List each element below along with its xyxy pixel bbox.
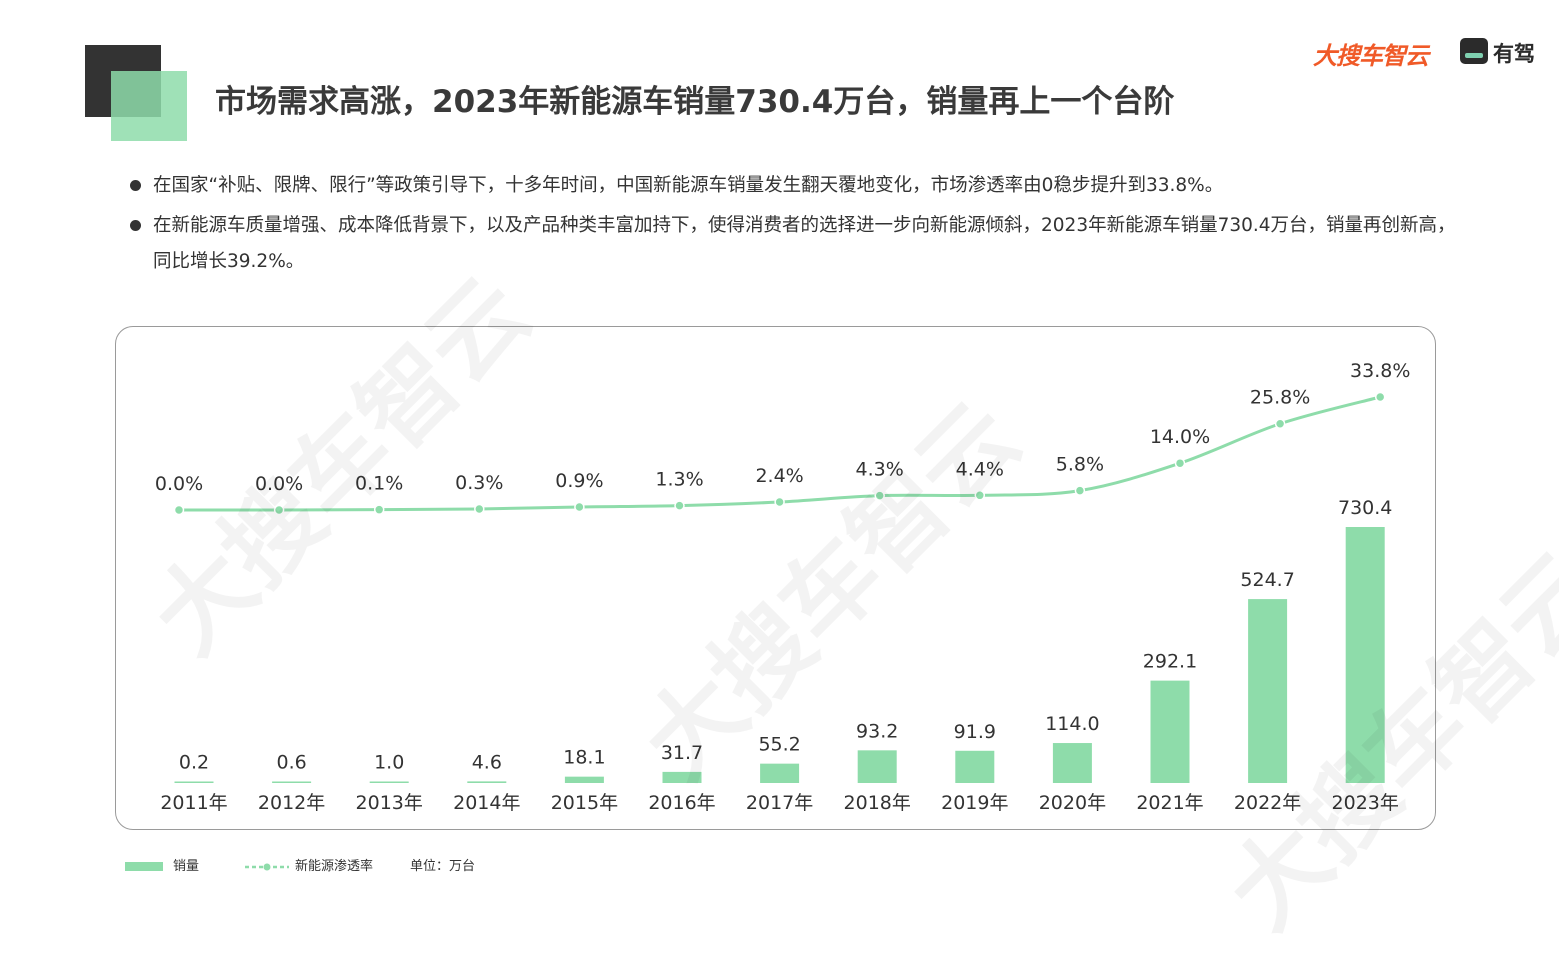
bar-label: 730.4 [1338,497,1392,519]
penetration-point [1074,485,1086,496]
bar-2018年 [857,750,897,783]
penetration-point [273,504,285,516]
x-tick-label: 2023年 [1332,792,1399,814]
title-decoration-green [111,71,187,141]
bullet-list: 在国家“补贴、限牌、限行”等政策引导下，十多年时间，中国新能源车销量发生翻天覆地… [130,168,1460,284]
legend-line-swatch [245,863,289,870]
penetration-label: 14.0% [1150,426,1210,448]
bar-label: 55.2 [758,734,800,756]
penetration-point [1274,418,1286,429]
penetration-point [974,490,986,501]
youjia-logo: 有驾 [1493,42,1535,66]
penetration-label: 0.9% [555,470,603,492]
penetration-label: 5.8% [1056,454,1104,476]
x-tick-label: 2022年 [1234,792,1301,814]
bar-2015年 [564,776,604,783]
penetration-label: 0.1% [355,473,403,495]
bar-label: 114.0 [1045,713,1099,735]
bar-label: 1.0 [374,752,404,774]
penetration-point [774,496,785,508]
penetration-label: 0.0% [255,473,303,495]
bar-2012年 [272,781,312,783]
x-tick-label: 2012年 [258,792,325,814]
page-title: 市场需求高涨，2023年新能源车销量730.4万台，销量再上一个台阶 [215,84,1175,120]
penetration-label: 4.4% [956,458,1004,480]
penetration-point [373,504,385,515]
penetration-point [574,501,585,513]
bar-2021年 [1150,680,1190,783]
legend-bar-swatch [125,862,163,871]
x-tick-label: 2015年 [551,792,618,814]
x-tick-label: 2018年 [844,792,911,814]
penetration-label: 0.3% [455,472,503,494]
bar-2011年 [174,781,214,783]
bar-label: 0.2 [179,752,209,774]
penetration-label: 0.0% [155,473,203,495]
bar-2017年 [760,763,800,783]
chart-frame [115,326,1436,830]
penetration-point [173,504,185,516]
penetration-label: 33.8% [1350,360,1410,382]
dasouche-logo: 大搜车智云 [1313,42,1429,70]
legend-bar-label: 销量 [173,859,200,874]
bar-2014年 [467,781,507,783]
legend-line: 新能源渗透率 [245,855,373,874]
bar-2020年 [1052,743,1092,783]
penetration-point [874,490,885,501]
penetration-point [474,503,485,515]
legend-line-label: 新能源渗透率 [295,859,374,874]
sales-penetration-chart: 0.2 0.6 1.0 4.6 18.1 31.7 55.2 93.2 91.9 114.0 292… [155,360,1411,814]
x-tick-label: 2016年 [648,792,715,814]
penetration-label: 1.3% [655,469,703,491]
penetration-point [674,500,685,511]
bar-label: 0.6 [276,752,306,774]
penetration-point [1374,391,1386,403]
bar-label: 18.1 [563,747,605,769]
bar-label: 91.9 [954,721,996,743]
legend-unit: 单位：万台 [410,859,476,874]
bullet-item: 在新能源车质量增强、成本降低背景下，以及产品种类丰富加持下，使得消费者的选择进一… [130,208,1460,280]
bar-label: 292.1 [1143,651,1197,673]
penetration-label: 25.8% [1250,387,1310,409]
penetration-label: 2.4% [755,465,803,487]
x-tick-label: 2017年 [746,792,813,814]
bar-2023年 [1345,527,1385,783]
bar-2013年 [369,781,409,783]
bar-label: 93.2 [856,720,898,742]
x-tick-label: 2013年 [356,792,423,814]
youjia-logo-icon [1460,38,1488,64]
bar-label: 31.7 [661,742,703,764]
bar-2019年 [955,750,995,783]
bullet-item: 在国家“补贴、限牌、限行”等政策引导下，十多年时间，中国新能源车销量发生翻天覆地… [130,168,1460,204]
bar-2022年 [1248,599,1288,783]
bar-2016年 [662,771,702,783]
penetration-label: 4.3% [856,459,904,481]
x-tick-label: 2020年 [1039,792,1106,814]
x-tick-label: 2019年 [941,792,1008,814]
x-tick-label: 2021年 [1136,792,1203,814]
bar-label: 4.6 [472,751,502,773]
penetration-point [1174,457,1186,469]
bar-label: 524.7 [1240,569,1294,591]
x-tick-label: 2011年 [160,792,227,814]
legend-bar: 销量 [125,855,199,874]
x-tick-label: 2014年 [453,792,520,814]
